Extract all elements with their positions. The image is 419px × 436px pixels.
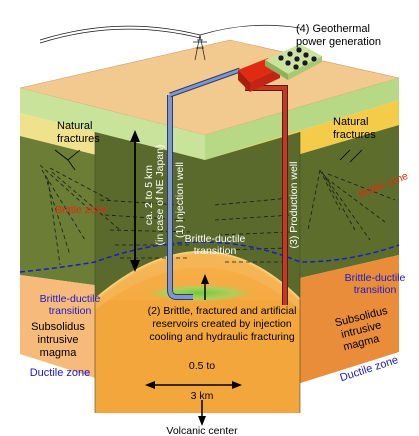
brittle-zone-left-label: Brittle zone [55,204,108,216]
bdt-center-label: transition [194,245,237,257]
magma-left-label: magma [40,347,78,359]
depth-arrow [130,130,140,272]
fracture-callouts [54,149,363,171]
bdt-right-label: Brittle-ductile [345,272,406,284]
volcanic-center-label: Volcanic center [166,425,238,436]
magma-left-label: intrusive [38,334,79,346]
injection-well [167,67,241,300]
natural-fractures-right-label: fractures [333,129,376,141]
natural-fractures-right-label: Natural [333,116,368,128]
natural-fractures-left-label: fractures [57,133,100,145]
brittle-ductile-boundary [19,241,400,273]
power-generation-label: power generation [296,36,381,48]
bdt-left-label: transition [49,305,92,317]
cutaway-interior [94,132,302,413]
distance-label: 3 km [191,390,214,402]
bdt-center-label: Brittle-ductile [185,233,246,245]
power-plant-icon [238,44,322,92]
magma-left-label: Subsolidus [31,321,85,333]
cooling-tower-icon [277,46,318,71]
reservoir-arrow [201,274,209,300]
reservoir-glow [140,283,260,303]
bdt-right-label: transition [354,284,397,296]
natural-fractures-left-label: Natural [57,120,92,132]
distance-arrow [145,381,242,426]
production-well-label: (3) Production well [288,162,300,249]
reservoir-label: cooling and hydraulic fracturing [149,331,294,343]
transmission-tower-icon [39,24,301,61]
depth-label: (in case of NE Japan) [154,145,166,246]
reservoir-label: (2) Brittle, fractured and artificial [148,305,297,317]
bdt-left-label: Brittle-ductile [40,293,101,305]
depth-label: ca. 2 to 5 km [143,165,155,225]
injection-well-label: (1) Injection well [174,162,186,238]
reservoir-label: reservoirs created by injection [152,318,292,330]
power-generation-label: (4) Geothermal [296,23,370,35]
ductile-zone-left-label: Ductile zone [30,367,91,379]
distance-label: 0.5 to [189,360,215,372]
